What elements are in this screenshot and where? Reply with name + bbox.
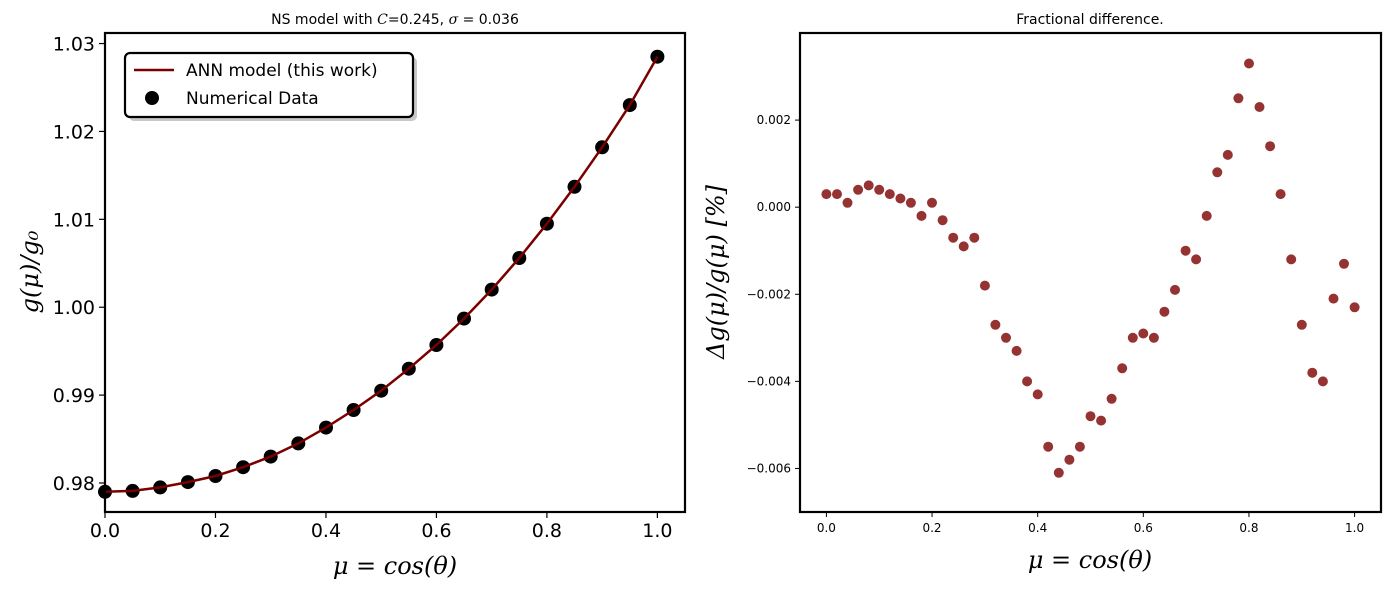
fractional-difference-point bbox=[1032, 389, 1043, 400]
right-chart-title: Fractional difference. bbox=[1016, 12, 1164, 28]
fractional-difference-point bbox=[1286, 254, 1297, 265]
legend-box bbox=[123, 51, 415, 119]
left-x-tick-label: 0.2 bbox=[200, 520, 230, 542]
fractional-difference-point bbox=[1339, 258, 1349, 269]
left-chart-title: NS model with C=0.245, σ = 0.036 bbox=[271, 12, 519, 28]
fractional-difference-point bbox=[1148, 332, 1159, 343]
fractional-difference-point bbox=[874, 184, 885, 195]
right-x-axis: 0.0 0.2 0.4 0.6 0.8 1.0 bbox=[817, 512, 1364, 535]
left-y-axis: 0.98 0.99 1.00 1.01 1.02 1.03 bbox=[53, 34, 105, 495]
fractional-difference-point bbox=[832, 189, 842, 200]
left-x-tick-label: 1.0 bbox=[642, 520, 672, 542]
left-x-axis: 0.0 0.2 0.4 0.6 0.8 1.0 bbox=[90, 512, 672, 542]
left-x-tick-label: 0.0 bbox=[90, 520, 120, 542]
fractional-difference-point bbox=[1201, 210, 1212, 221]
fractional-difference-point bbox=[905, 197, 916, 208]
legend: ANN model (this work) Numerical Data bbox=[123, 51, 417, 121]
right-chart: Fractional difference. 0.0 0.2 0.4 0.6 0.8 1.… bbox=[702, 12, 1383, 574]
right-x-axis-label: μ = cos(θ) bbox=[1028, 546, 1152, 574]
left-y-axis-label: g(μ)/g₀ bbox=[16, 230, 44, 313]
left-y-tick-label: 1.00 bbox=[53, 297, 95, 319]
fractional-difference-point bbox=[1117, 363, 1128, 374]
fractional-difference-point bbox=[1001, 332, 1011, 343]
right-y-tick-label: 0.000 bbox=[757, 200, 791, 214]
fractional-difference-point bbox=[1317, 376, 1328, 387]
fractional-difference-point bbox=[1254, 102, 1265, 112]
fractional-difference-point bbox=[916, 210, 927, 221]
right-y-tick-label: −0.004 bbox=[747, 374, 791, 388]
fractional-difference-point bbox=[1022, 376, 1033, 387]
left-y-tick-label: 1.03 bbox=[53, 34, 95, 56]
fractional-difference-point bbox=[821, 189, 832, 200]
fractional-difference-point bbox=[1212, 167, 1223, 178]
fractional-difference-point bbox=[1296, 319, 1307, 330]
fractional-difference-point bbox=[1233, 93, 1244, 104]
fractional-difference-point bbox=[895, 193, 906, 204]
right-axes-frame bbox=[798, 31, 1383, 514]
fractional-difference-point bbox=[863, 180, 874, 191]
fractional-difference-point bbox=[1053, 467, 1064, 478]
fractional-difference-point bbox=[990, 319, 1001, 330]
right-y-axis: −0.006 −0.004 −0.002 0.000 0.002 bbox=[747, 113, 800, 475]
fractional-difference-point bbox=[1096, 415, 1107, 426]
left-y-tick-label: 1.02 bbox=[53, 121, 95, 143]
right-x-tick-label: 0.8 bbox=[1239, 521, 1258, 535]
right-x-tick-label: 0.6 bbox=[1134, 521, 1153, 535]
fractional-difference-point bbox=[969, 232, 980, 243]
fractional-difference-point bbox=[927, 197, 937, 208]
fractional-difference-point bbox=[1127, 332, 1138, 343]
left-axes-frame bbox=[103, 31, 687, 514]
fractional-difference-point bbox=[1349, 302, 1360, 313]
fractional-difference-point bbox=[948, 232, 959, 243]
right-x-tick-label: 0.2 bbox=[922, 521, 941, 535]
fractional-difference-point bbox=[1106, 393, 1117, 404]
fractional-difference-point bbox=[1064, 454, 1075, 465]
right-plot-area bbox=[821, 58, 1360, 478]
fractional-difference-point bbox=[853, 184, 864, 195]
left-plot-area bbox=[98, 49, 665, 499]
left-y-tick-label: 0.99 bbox=[53, 385, 95, 407]
left-y-tick-label: 0.98 bbox=[53, 473, 95, 495]
fractional-difference-point bbox=[1191, 254, 1202, 265]
ann-model-line bbox=[104, 56, 659, 494]
left-x-tick-label: 0.4 bbox=[311, 520, 341, 542]
fractional-difference-point bbox=[1085, 411, 1096, 422]
fractional-difference-point bbox=[1011, 345, 1022, 356]
fractional-difference-point bbox=[1180, 245, 1191, 256]
right-y-tick-label: 0.002 bbox=[757, 113, 791, 127]
fractional-difference-point bbox=[1043, 441, 1054, 452]
fractional-difference-point bbox=[1074, 441, 1085, 452]
fractional-difference-point bbox=[1170, 284, 1180, 295]
right-y-tick-label: −0.006 bbox=[747, 461, 791, 475]
right-y-tick-label: −0.002 bbox=[747, 287, 791, 301]
fractional-difference-point bbox=[1265, 141, 1276, 152]
fractional-difference-point bbox=[979, 280, 990, 291]
right-x-tick-label: 1.0 bbox=[1345, 521, 1364, 535]
left-chart: NS model with C=0.245, σ = 0.036 0.0 0.2 0… bbox=[16, 12, 687, 580]
fractional-difference-point bbox=[1307, 367, 1318, 378]
fractional-difference-point bbox=[1138, 328, 1149, 339]
fractional-difference-point bbox=[958, 241, 969, 252]
fractional-difference-point bbox=[1328, 293, 1339, 304]
fractional-difference-point bbox=[937, 215, 948, 226]
fractional-difference-point bbox=[884, 189, 895, 200]
right-y-axis-label: Δg(μ)/g(μ) [%] bbox=[702, 184, 730, 360]
legend-label-model: ANN model (this work) bbox=[186, 61, 378, 81]
left-y-tick-label: 1.01 bbox=[53, 209, 95, 231]
legend-label-data: Numerical Data bbox=[186, 89, 319, 109]
fractional-difference-point bbox=[1159, 306, 1170, 317]
right-x-tick-label: 0.4 bbox=[1028, 521, 1047, 535]
fractional-difference-point bbox=[1244, 58, 1254, 69]
left-x-tick-label: 0.6 bbox=[421, 520, 451, 542]
legend-point-swatch bbox=[145, 91, 159, 105]
left-x-tick-label: 0.8 bbox=[532, 520, 562, 542]
fractional-difference-point bbox=[1222, 149, 1233, 160]
right-x-tick-label: 0.0 bbox=[817, 521, 836, 535]
fractional-difference-point bbox=[842, 197, 853, 208]
left-x-axis-label: μ = cos(θ) bbox=[333, 552, 457, 580]
fractional-difference-point bbox=[1275, 189, 1286, 200]
